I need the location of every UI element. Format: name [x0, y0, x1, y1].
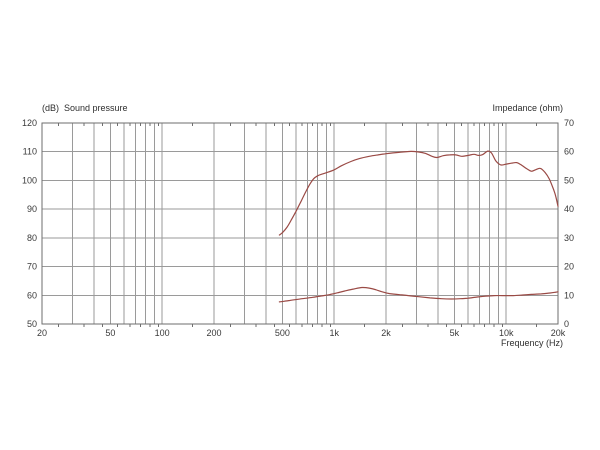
x-tick-label: 5k — [450, 328, 460, 338]
plot-border — [41, 122, 559, 325]
left-tick-label: 120 — [22, 118, 37, 128]
right-tick-label: 60 — [564, 147, 574, 157]
x-tick-label: 20 — [37, 328, 47, 338]
x-tick-label: 50 — [105, 328, 115, 338]
left-axis-title: (dB) Sound pressure — [42, 103, 128, 113]
right-tick-label: 10 — [564, 290, 574, 300]
tick-layer — [58, 123, 537, 327]
left-tick-label: 70 — [27, 262, 37, 272]
curve-layer — [278, 150, 559, 303]
left-tick-label: 60 — [27, 290, 37, 300]
sound_pressure-curve — [278, 150, 559, 236]
x-tick-label: 20k — [551, 328, 566, 338]
left-tick-label: 50 — [27, 319, 37, 329]
x-tick-label: 10k — [499, 328, 514, 338]
x-tick-label: 200 — [206, 328, 221, 338]
right-axis-title: Impedance (ohm) — [492, 103, 563, 113]
x-tick-label: 500 — [275, 328, 290, 338]
left-tick-label: 110 — [23, 147, 37, 157]
x-axis-title: Frequency (Hz) — [501, 338, 563, 348]
right-tick-label: 0 — [564, 319, 569, 329]
left-tick-label: 80 — [27, 233, 37, 243]
left-tick-label: 100 — [22, 175, 37, 185]
x-tick-label: 100 — [155, 328, 170, 338]
impedance-curve — [278, 286, 559, 303]
grid-layer — [41, 122, 559, 325]
right-tick-label: 50 — [564, 175, 574, 185]
left-tick-label: 90 — [27, 204, 37, 214]
x-tick-label: 2k — [381, 328, 391, 338]
x-tick-label: 1k — [329, 328, 339, 338]
right-tick-label: 20 — [564, 262, 574, 272]
right-tick-label: 30 — [564, 233, 574, 243]
right-tick-label: 40 — [564, 204, 574, 214]
right-tick-label: 70 — [564, 118, 574, 128]
